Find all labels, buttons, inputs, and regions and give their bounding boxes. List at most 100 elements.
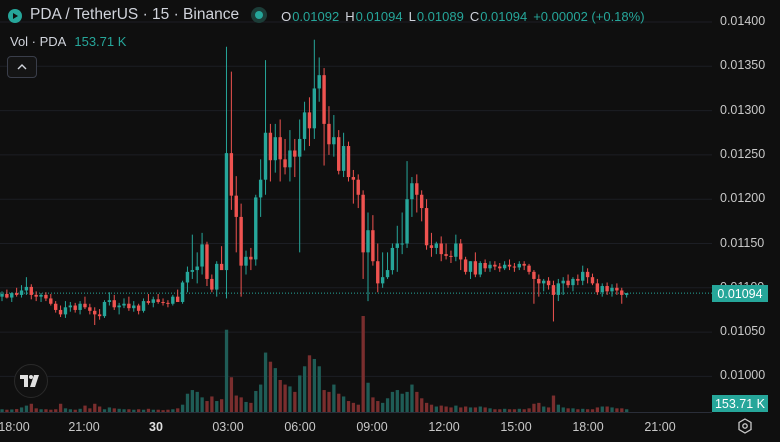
candle [141,298,146,313]
tradingview-logo-icon[interactable] [14,364,48,398]
candle [429,232,434,257]
volume-bar [34,408,38,412]
candle [468,261,473,279]
candle-body [424,208,429,246]
collapse-legend-button[interactable] [7,56,37,78]
volume-bar [566,408,570,412]
candle [254,194,258,266]
volume-bar [19,407,24,412]
open-value: 0.01092 [292,8,340,24]
candle [424,199,429,250]
price-tick-label: 0.01350 [720,58,766,73]
candle-body [88,307,92,311]
price-axis[interactable]: 0.01400 0.01350 0.01300 0.01250 0.01200 0.011… [712,0,780,412]
candle [561,277,565,295]
candle-body [97,314,102,317]
candle [205,241,209,287]
volume-bar [166,409,170,412]
candle [541,278,546,292]
candle-body [136,305,141,311]
volume-bar [200,397,204,412]
candle-body [541,280,546,284]
candle-body [244,256,248,266]
candle [171,294,175,306]
candle [376,243,380,293]
volume-legend: Vol · PDA 153.71 K [10,34,126,49]
time-axis[interactable]: 18:00 21:00 30 03:00 06:00 09:00 12:00 15:00 18:… [0,412,712,442]
candle [195,252,199,284]
candle [53,301,58,313]
candle-body [454,243,458,257]
volume-bar [590,409,595,412]
candle-body [273,137,277,161]
candle [0,291,4,302]
volume-label[interactable]: Vol · PDA [10,34,67,49]
close-value: 0.01094 [480,8,528,24]
candle [200,232,204,275]
candle-body [449,255,453,257]
candle [371,215,375,266]
candle [566,274,570,288]
candle-body [546,280,551,286]
candlestick-chart[interactable] [0,0,712,412]
candle-body [190,270,195,272]
candle [351,169,356,204]
volume-bar [5,409,9,412]
volume-bar [424,402,429,412]
candle-body [561,280,565,284]
candle-body [444,254,448,256]
candle [268,123,273,182]
candle [224,46,229,299]
volume-bar [224,329,229,412]
volume-bar [107,407,112,412]
gear-icon[interactable] [737,418,753,434]
price-tick-label: 0.01400 [720,14,766,28]
candle [449,250,453,263]
volume-bar [312,358,317,412]
candle-body [122,303,126,306]
candle-body [102,301,107,317]
candle [551,280,556,322]
candle [44,292,48,302]
candle-body [200,244,204,267]
time-tick-label: 18:00 [572,420,604,434]
volume-bar [283,384,287,412]
symbol-title[interactable]: PDA / TetherUS · 15 · Binance [30,6,240,23]
volume-bar [190,390,195,412]
volume-bar [459,407,463,412]
volume-bar [229,377,234,412]
volume-bar [171,409,175,412]
candle [132,301,136,312]
candle [620,287,624,304]
candle-body [400,243,404,245]
volume-bar [317,366,321,412]
price-tick-label: 0.01050 [720,324,766,339]
candle-body [297,138,302,157]
candle-body [556,283,561,295]
candle [507,259,512,271]
volume-bar [498,409,502,412]
volume-bar [327,391,331,412]
candle [278,119,282,182]
candle-body [302,112,307,139]
volume-bar [571,408,575,412]
candle [190,234,195,279]
candle-body [361,194,365,253]
high-key: H [345,8,355,24]
time-tick-label: 03:00 [212,420,244,434]
volume-bar [180,404,185,412]
candle-body [317,75,321,89]
candle [136,303,141,315]
volume-bar [0,409,4,412]
volume-bar [390,391,395,412]
candle [385,252,390,279]
candle [322,68,326,166]
candle-body [171,296,175,304]
candle-body [175,296,180,302]
candle-body [595,283,600,293]
candle-body [405,199,409,244]
volume-bar [415,391,419,412]
candle [556,278,561,302]
volume-bar [605,406,609,412]
volume-bar [88,408,92,412]
